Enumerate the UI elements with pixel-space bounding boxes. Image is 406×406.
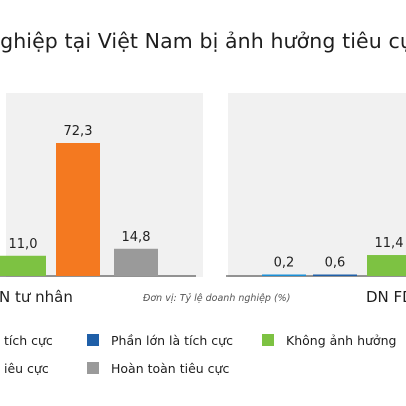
category-label-n-tu-nhan: N tư nhân — [0, 288, 73, 306]
bar-dn_fd-phan-lon-tich-cuc — [313, 274, 357, 276]
value-label-dn_fd-rat-tich-cuc: 0,2 — [274, 256, 295, 271]
bar-n_tu_nhan-hoan-toan-tieu-cuc — [114, 248, 158, 276]
legend-label-phan-lon-tieu-cuc: iêu cực — [4, 361, 49, 376]
legend-swatch-hoan-toan-tieu-cuc — [87, 362, 99, 374]
legend-label-phan-lon-tich-cuc: Phần lớn là tích cực — [111, 333, 233, 348]
chart-panel-right — [228, 93, 406, 277]
value-label-dn_fd-khong-anh-huong: 11,4 — [375, 236, 404, 251]
bar-n_tu_nhan-phan-lon-tieu-cuc — [56, 143, 100, 276]
bar-n_tu_nhan-khong-anh-huong — [0, 255, 46, 276]
legend-swatch-phan-lon-tich-cuc — [87, 334, 99, 346]
bar-dn_fd-rat-tich-cuc — [262, 274, 306, 276]
legend-label-hoan-toan-tieu-cuc: Hoàn toàn tiêu cực — [111, 361, 229, 376]
chart-panel-left — [6, 93, 203, 277]
value-label-n_tu_nhan-khong-anh-huong: 11,0 — [9, 237, 38, 252]
value-label-n_tu_nhan-hoan-toan-tieu-cuc: 14,8 — [122, 230, 151, 245]
legend-swatch-khong-anh-huong — [262, 334, 274, 346]
legend-label-rat-tich-cuc: tích cực — [4, 333, 53, 348]
value-label-dn_fd-phan-lon-tich-cuc: 0,6 — [325, 256, 346, 271]
unit-note: Đơn vị: Tỷ lệ doanh nghiệp (%) — [143, 293, 290, 304]
category-label-dn-fd: DN FD — [366, 288, 406, 306]
legend-label-khong-anh-huong: Không ảnh hưởng — [286, 333, 396, 348]
chart-title: nghiệp tại Việt Nam bị ảnh hưởng tiêu cự… — [0, 29, 406, 53]
value-label-n_tu_nhan-phan-lon-tieu-cuc: 72,3 — [64, 124, 93, 139]
bar-dn_fd-khong-anh-huong — [367, 255, 406, 276]
